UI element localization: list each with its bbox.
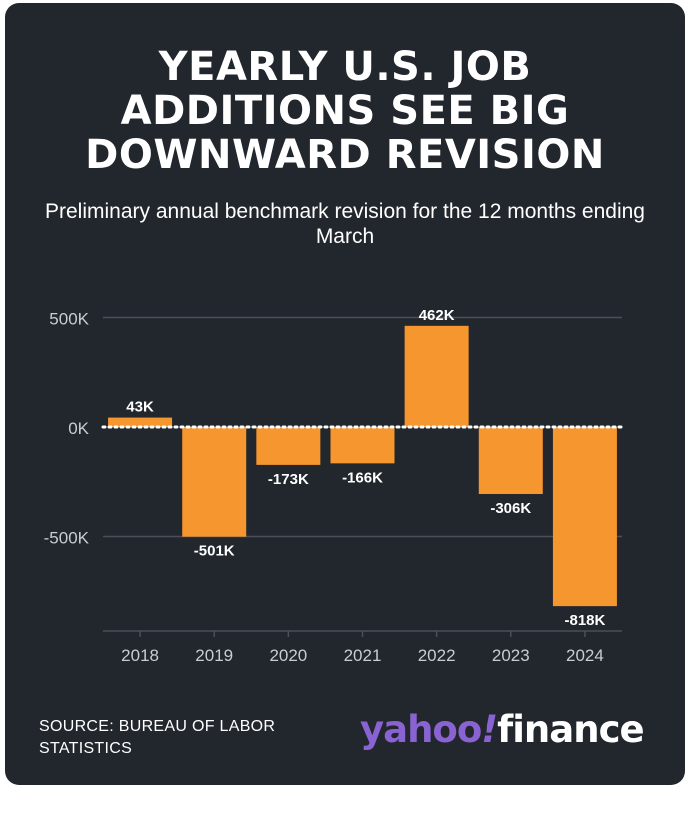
bar-2022 <box>404 325 469 427</box>
bar-2018 <box>108 417 173 427</box>
x-tick-label: 2019 <box>195 646 233 665</box>
data-label: 462K <box>419 307 455 324</box>
title-line-1: YEARLY U.S. JOB <box>158 44 532 90</box>
x-tick-label: 2022 <box>418 646 456 665</box>
bar-2024 <box>552 427 617 607</box>
bar-2021 <box>330 427 395 464</box>
yahoo-finance-logo: yahoo!finance <box>360 705 645 755</box>
logo-yahoo-text: yahoo <box>360 708 482 751</box>
logo-finance-text: finance <box>497 708 644 751</box>
source-note: SOURCE: BUREAU OF LABOR STATISTICS <box>39 718 276 757</box>
data-label: -173K <box>268 471 309 488</box>
x-tick-label: 2020 <box>269 646 307 665</box>
data-label: 43K <box>126 399 154 416</box>
bar-2023 <box>478 427 543 495</box>
y-tick-label: 0K <box>68 419 89 438</box>
data-label: -306K <box>490 500 531 517</box>
chart-card: YEARLY U.S. JOB ADDITIONS SEE BIG DOWNWA… <box>5 3 685 785</box>
chart-subtitle: Preliminary annual benchmark revision fo… <box>45 200 645 248</box>
logo-exclamation: ! <box>481 708 498 751</box>
title-line-2: ADDITIONS SEE BIG <box>120 88 570 134</box>
y-tick-label: 500K <box>49 310 89 329</box>
title-line-3: DOWNWARD REVISION <box>85 132 605 178</box>
chart-title: YEARLY U.S. JOB ADDITIONS SEE BIG DOWNWA… <box>5 45 685 177</box>
x-tick-label: 2024 <box>566 646 604 665</box>
x-tick-label: 2021 <box>344 646 382 665</box>
data-label: -818K <box>564 612 605 629</box>
bar-2019 <box>182 427 247 537</box>
x-tick-label: 2023 <box>492 646 530 665</box>
data-label: -501K <box>194 543 235 560</box>
data-label: -166K <box>342 469 383 486</box>
bar-chart: 500K 0K -500K 43K 2018 -501K 2019 -173K 2020 -166… <box>44 307 624 665</box>
x-tick-label: 2018 <box>121 646 159 665</box>
y-tick-label: -500K <box>44 529 90 548</box>
bar-2020 <box>256 427 321 465</box>
